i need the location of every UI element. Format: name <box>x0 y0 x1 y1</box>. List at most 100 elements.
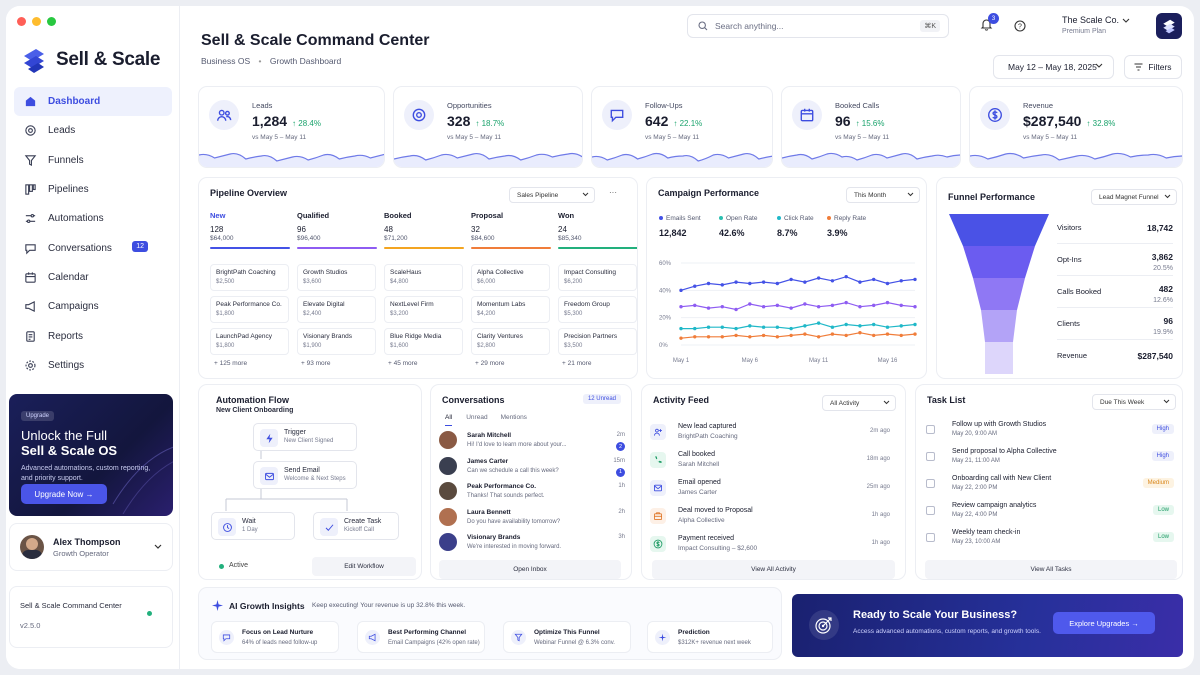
data-point[interactable] <box>720 305 724 309</box>
data-point[interactable] <box>844 274 848 279</box>
task-checkbox[interactable] <box>926 506 935 515</box>
sidebar-item-automations[interactable]: Automations <box>14 204 172 233</box>
data-point[interactable] <box>748 335 752 339</box>
more-deals-link[interactable]: + 29 more <box>475 360 505 367</box>
data-point[interactable] <box>858 280 862 284</box>
data-point[interactable] <box>761 333 766 338</box>
app-icon-button[interactable] <box>1156 13 1182 39</box>
data-point[interactable] <box>872 322 876 327</box>
kpi-card-opportunities[interactable]: Opportunities 328 ↑ 18.7% vs May 5 – May 11 <box>393 86 583 168</box>
task-item[interactable]: Onboarding call with New Client May 22, 2… <box>924 473 1178 500</box>
minimize-window-dot[interactable] <box>32 17 41 26</box>
insight-card[interactable]: Prediction $312K+ revenue next week <box>647 621 773 653</box>
data-point[interactable] <box>748 302 752 306</box>
data-point[interactable] <box>706 306 711 310</box>
data-point[interactable] <box>872 333 876 338</box>
data-point[interactable] <box>679 305 683 309</box>
data-point[interactable] <box>803 332 807 336</box>
data-point[interactable] <box>693 284 697 288</box>
edit-workflow-button[interactable]: Edit Workflow <box>312 557 416 576</box>
data-point[interactable] <box>775 303 780 308</box>
notifications-button[interactable]: 3 <box>980 13 999 36</box>
conversation-item[interactable]: Sarah Mitchell Hi! I'd love to learn more… <box>439 429 625 454</box>
data-point[interactable] <box>858 331 862 335</box>
activity-item[interactable]: Deal moved to Proposal Alpha Collective 1h… <box>650 505 890 532</box>
sidebar-item-calendar[interactable]: Calendar <box>14 263 172 292</box>
sidebar-item-campaigns[interactable]: Campaigns <box>14 292 172 321</box>
tab-unread[interactable]: Unread <box>466 414 488 421</box>
deal-card[interactable]: Elevate Digital $2,400 <box>297 296 376 323</box>
data-point[interactable] <box>844 322 848 327</box>
data-point[interactable] <box>720 335 724 339</box>
task-item[interactable]: Review campaign analytics May 22, 4:00 PM… <box>924 500 1178 527</box>
open-inbox-button[interactable]: Open Inbox <box>439 560 621 579</box>
data-point[interactable] <box>816 305 821 309</box>
data-point[interactable] <box>844 333 848 338</box>
task-item[interactable]: Send proposal to Alpha Collective May 21,… <box>924 446 1178 473</box>
pipeline-menu-button[interactable]: ··· <box>609 188 617 197</box>
data-point[interactable] <box>899 303 903 308</box>
data-point[interactable] <box>706 281 711 286</box>
data-point[interactable] <box>872 277 876 282</box>
data-point[interactable] <box>761 305 766 309</box>
data-point[interactable] <box>775 325 780 329</box>
task-item[interactable]: Follow up with Growth Studios May 20, 9:0… <box>924 419 1178 446</box>
data-point[interactable] <box>858 324 862 328</box>
data-point[interactable] <box>734 280 738 284</box>
data-point[interactable] <box>803 302 807 306</box>
funnel-select[interactable]: Lead Magnet Funnel <box>1091 189 1177 205</box>
data-point[interactable] <box>720 283 724 287</box>
data-point[interactable] <box>913 305 917 309</box>
data-point[interactable] <box>693 335 697 339</box>
data-point[interactable] <box>830 332 835 336</box>
flow-node-trigger[interactable]: Trigger New Client Signed <box>253 423 357 451</box>
deal-card[interactable]: Alpha Collective $6,000 <box>471 264 550 291</box>
data-point[interactable] <box>885 281 890 286</box>
deal-card[interactable]: NextLevel Firm $3,200 <box>384 296 463 323</box>
data-point[interactable] <box>885 325 890 329</box>
deal-card[interactable]: ScaleHaus $4,800 <box>384 264 463 291</box>
conversation-item[interactable]: Peak Performance Co. Thanks! That sounds … <box>439 480 625 505</box>
data-point[interactable] <box>679 336 683 340</box>
deal-card[interactable]: Peak Performance Co. $1,800 <box>210 296 289 323</box>
deal-card[interactable]: BrightPath Coaching $2,500 <box>210 264 289 291</box>
task-checkbox[interactable] <box>926 452 935 461</box>
data-point[interactable] <box>679 288 683 293</box>
kpi-card-leads[interactable]: Leads 1,284 ↑ 28.4% vs May 5 – May 11 <box>198 86 385 168</box>
explore-upgrades-button[interactable]: Explore Upgrades → <box>1053 612 1155 634</box>
activity-item[interactable]: Payment received Impact Consulting – $2,6… <box>650 533 890 560</box>
kpi-card-revenue[interactable]: Revenue $287,540 ↑ 32.8% vs May 5 – May 11 <box>969 86 1183 168</box>
data-point[interactable] <box>789 333 793 338</box>
conversation-item[interactable]: Laura Bennett Do you have availability to… <box>439 506 625 531</box>
filters-button[interactable]: Filters <box>1124 55 1182 79</box>
data-point[interactable] <box>858 305 862 309</box>
data-point[interactable] <box>830 325 835 329</box>
data-point[interactable] <box>775 281 780 286</box>
data-point[interactable] <box>872 303 876 308</box>
insight-card[interactable]: Focus on Lead Nurture 64% of leads need f… <box>211 621 339 653</box>
data-point[interactable] <box>748 324 752 328</box>
more-deals-link[interactable]: + 93 more <box>301 360 331 367</box>
breadcrumb-item[interactable]: Growth Dashboard <box>269 56 342 66</box>
deal-card[interactable]: Precision Partners $3,500 <box>558 328 637 355</box>
data-point[interactable] <box>734 333 738 338</box>
sidebar-item-dashboard[interactable]: Dashboard <box>14 87 172 117</box>
funnel-stage-row[interactable]: Calls Booked 482 12.6% <box>1057 278 1173 308</box>
task-item[interactable]: Weekly team check-in May 23, 10:00 AM Low <box>924 527 1178 554</box>
breadcrumb-item[interactable]: Business OS <box>201 56 251 66</box>
user-profile[interactable]: Alex Thompson Growth Operator <box>9 523 173 571</box>
data-point[interactable] <box>706 335 711 339</box>
sidebar-item-leads[interactable]: Leads <box>14 116 172 145</box>
data-point[interactable] <box>761 325 766 329</box>
more-deals-link[interactable]: + 21 more <box>562 360 592 367</box>
data-point[interactable] <box>913 322 917 327</box>
deal-card[interactable]: Visionary Brands $1,900 <box>297 328 376 355</box>
flow-node-wait[interactable]: Wait 1 Day <box>211 512 295 540</box>
data-point[interactable] <box>844 300 848 305</box>
task-checkbox[interactable] <box>926 533 935 542</box>
data-point[interactable] <box>899 324 903 328</box>
funnel-stage-row[interactable]: Visitors 18,742 <box>1057 214 1173 244</box>
deal-card[interactable]: Blue Ridge Media $1,600 <box>384 328 463 355</box>
data-point[interactable] <box>761 280 766 284</box>
data-point[interactable] <box>789 277 793 282</box>
